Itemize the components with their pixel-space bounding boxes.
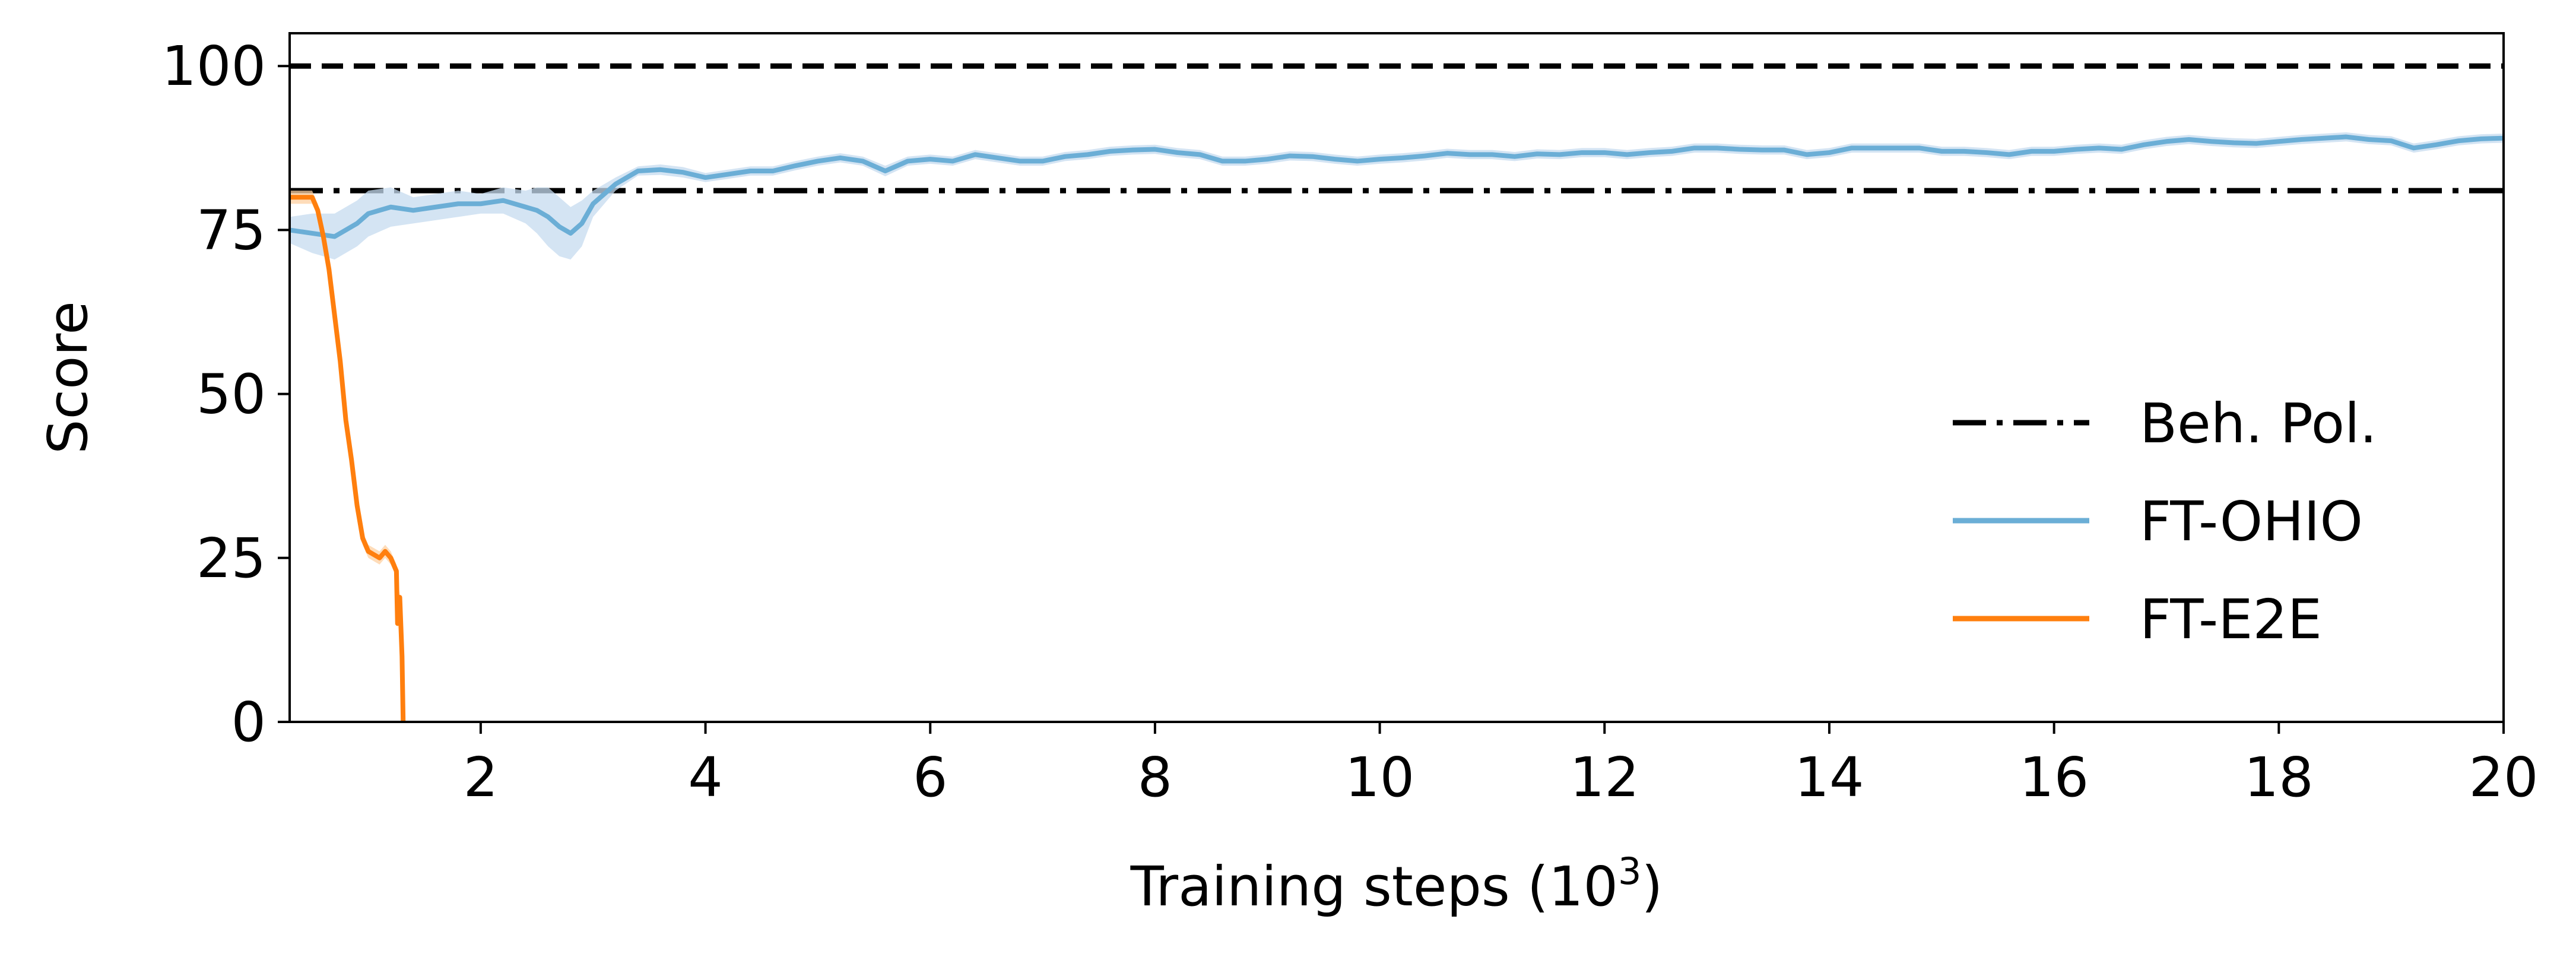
x-tick-label-20: 20	[2469, 746, 2538, 809]
legend: Beh. Pol. FT-OHIO FT-E2E	[1953, 392, 2377, 651]
plot-content	[290, 63, 2504, 722]
y-tick-label-50: 50	[196, 363, 266, 426]
y-tick-label-75: 75	[196, 198, 266, 262]
x-tick-label-8: 8	[1138, 746, 1173, 809]
y-tick-label-100: 100	[161, 34, 266, 98]
x-tick-label-12: 12	[1570, 746, 1639, 809]
legend-label-beh-pol: Beh. Pol.	[2140, 392, 2377, 455]
axes: 2 4 6 8 10 12 14 16 18 20 0 25 50 75 100	[161, 34, 2538, 809]
x-tick-label-6: 6	[913, 746, 948, 809]
x-tick-label-14: 14	[1794, 746, 1864, 809]
x-axis-label-close: )	[1641, 855, 1663, 918]
x-axis-label-main: Training steps (10	[1130, 855, 1618, 918]
series-line-ft-e2e	[290, 195, 406, 722]
plot-frame	[288, 32, 2505, 723]
x-tick-label-18: 18	[2244, 746, 2314, 809]
x-tick-label-10: 10	[1345, 746, 1414, 809]
y-axis-label: Score	[36, 301, 100, 454]
x-tick-label-16: 16	[2019, 746, 2089, 809]
x-tick-label-2: 2	[464, 746, 499, 809]
x-axis-label-exponent: 3	[1618, 850, 1641, 893]
x-tick-label-4: 4	[688, 746, 723, 809]
legend-label-ft-ohio: FT-OHIO	[2140, 490, 2363, 553]
x-axis-label: Training steps (103)	[1130, 850, 1663, 919]
plot-area	[290, 63, 2504, 722]
y-tick-label-25: 25	[196, 527, 266, 590]
y-tick-label-0: 0	[231, 690, 266, 754]
legend-label-ft-e2e: FT-E2E	[2140, 588, 2322, 651]
series-line-ft-ohio	[290, 134, 2504, 239]
